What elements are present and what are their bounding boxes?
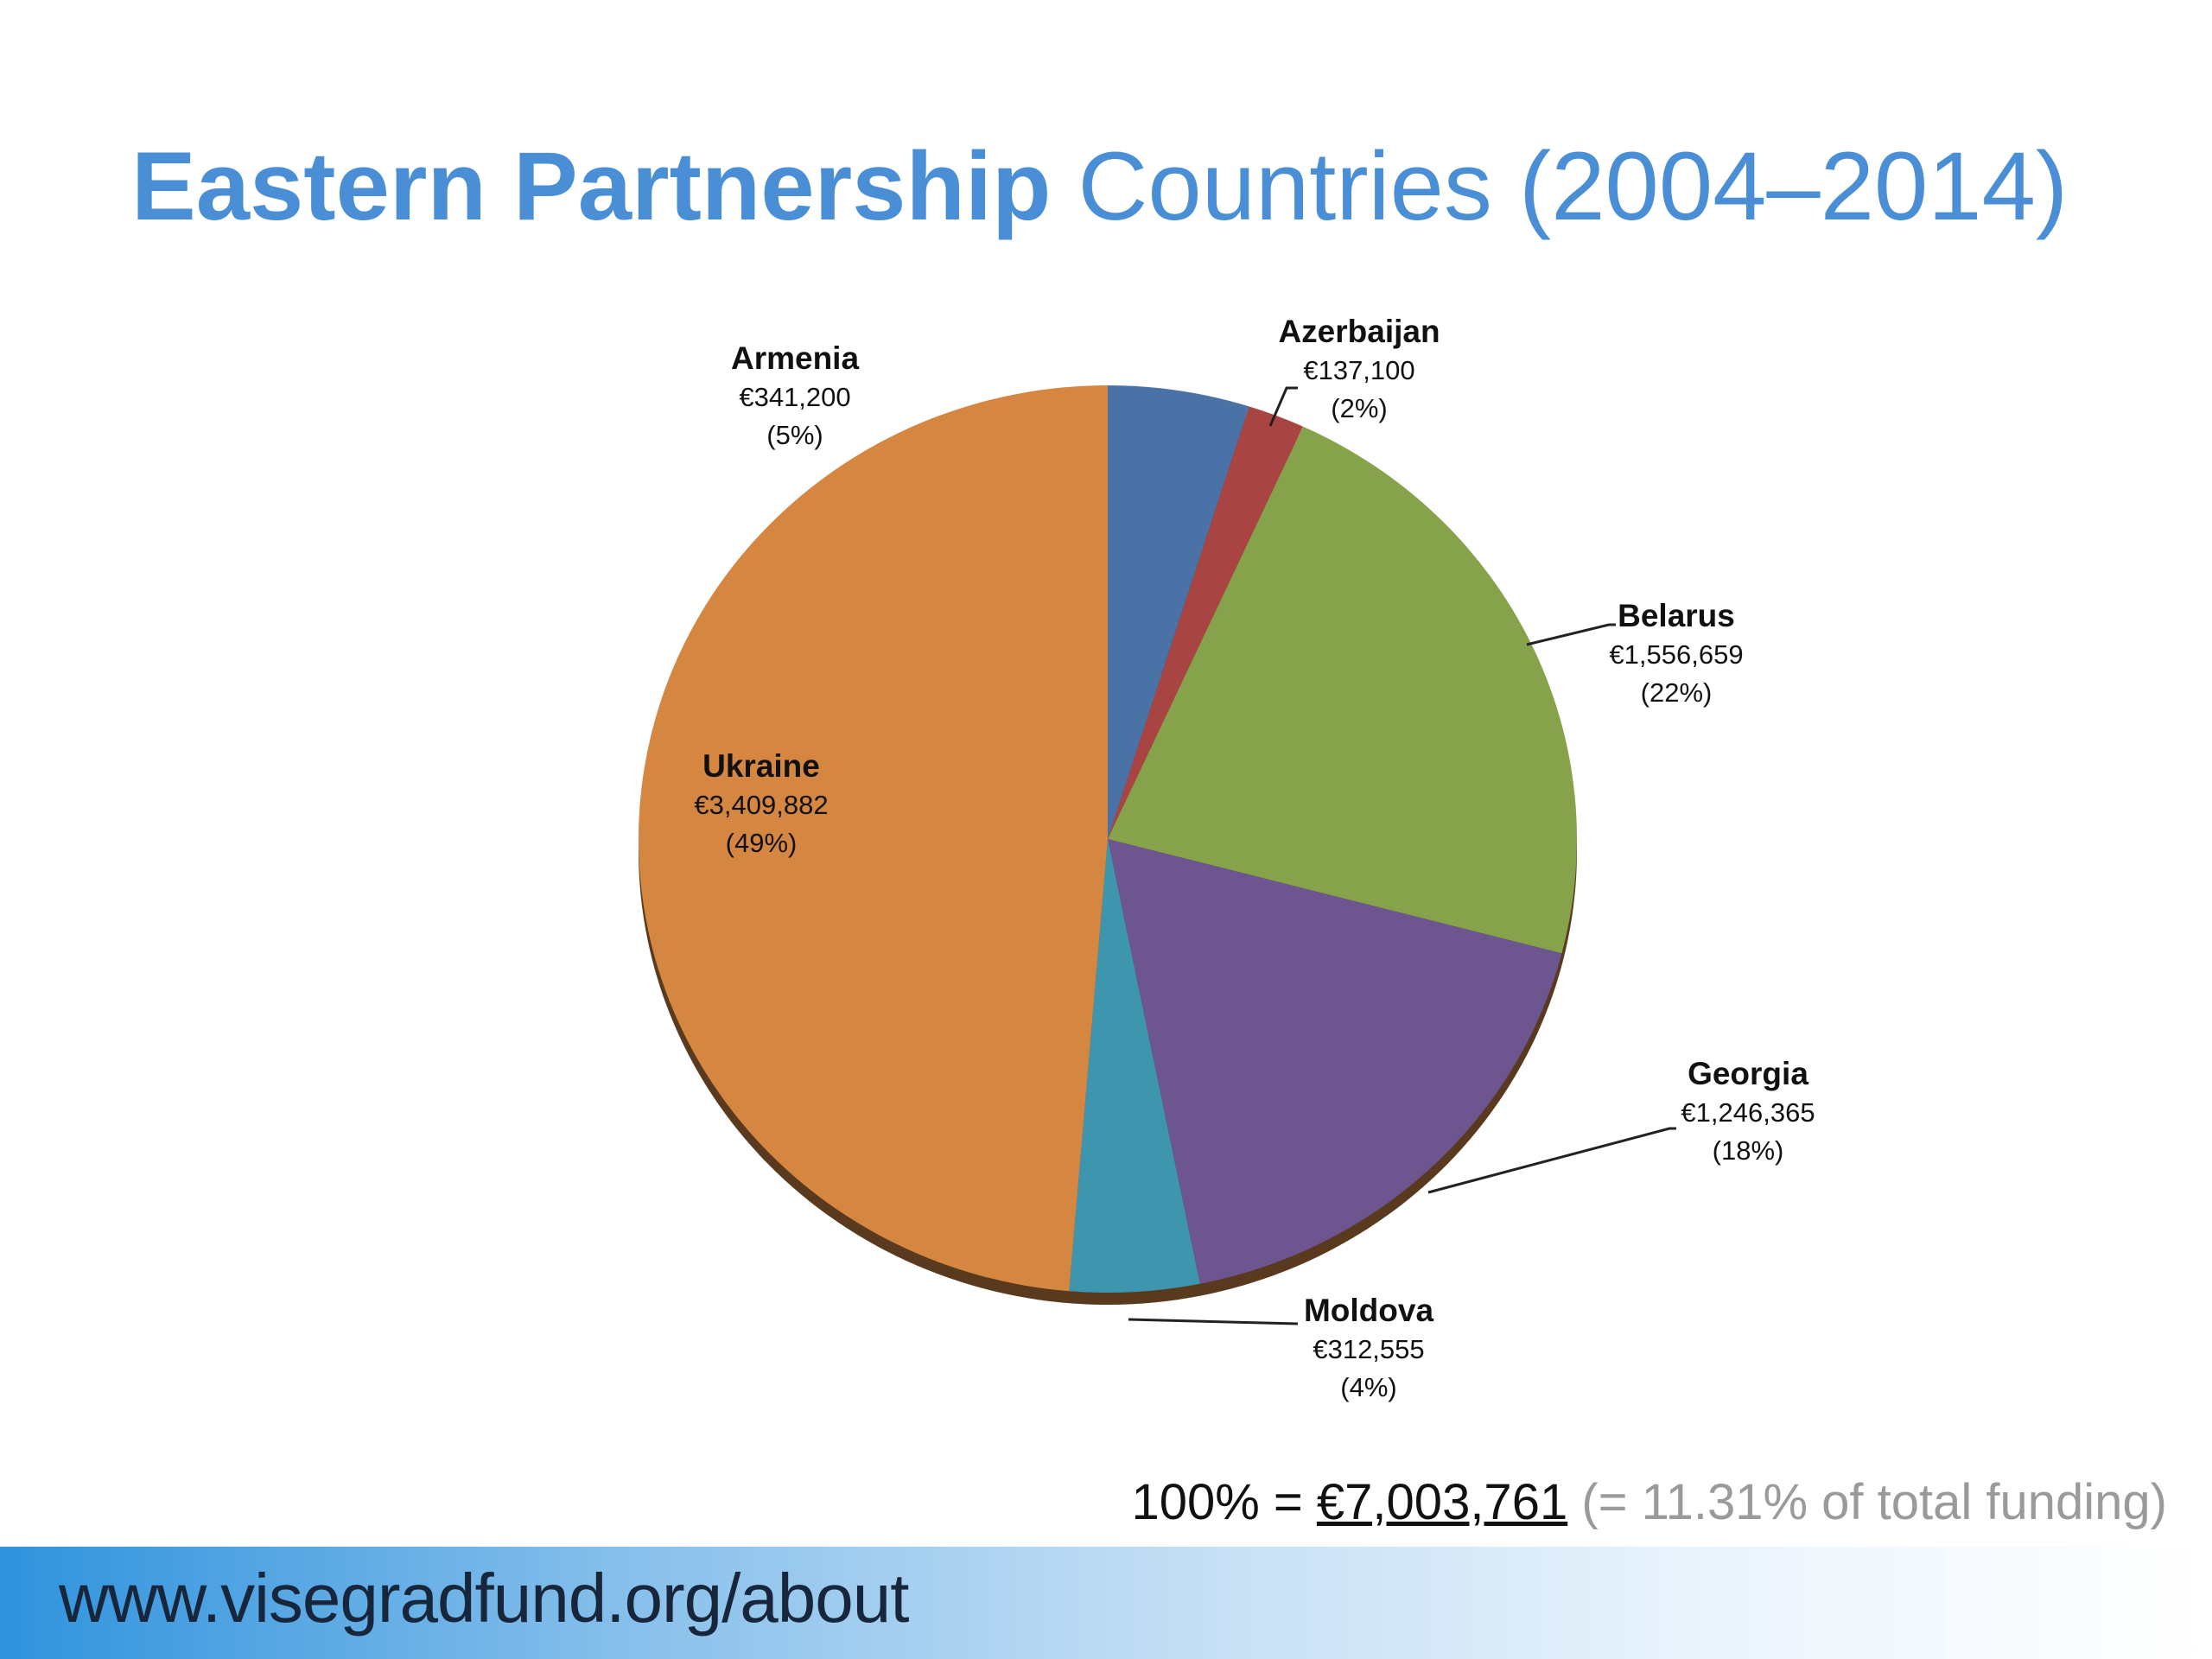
pie-slice-armenia (1108, 385, 1249, 839)
label-georgia: Georgia €1,246,365 (18%) (1681, 1056, 1815, 1166)
footer-bar: www.visegradfund.org/about (0, 1547, 2212, 1659)
label-belarus: Belarus €1,556,659 (22%) (1609, 598, 1744, 708)
leader-azerbaijan (1268, 386, 1298, 427)
footer-url[interactable]: www.visegradfund.org/about (59, 1560, 909, 1637)
pie-slice-azerbaijan (1108, 406, 1303, 839)
pie-slice-georgia (1108, 839, 1562, 1284)
leader-belarus (1526, 623, 1616, 646)
total-summary: 100% = €7,003,761 (= 11.31% of total fun… (1131, 1473, 2167, 1531)
label-ukraine: Ukraine €3,409,882 (49%) (694, 748, 829, 858)
label-armenia: Armenia €341,200 (5%) (730, 340, 860, 450)
pie-slice-ukraine (639, 385, 1108, 1292)
leader-moldova (1128, 1318, 1299, 1325)
total-prefix: 100% = (1131, 1474, 1303, 1530)
total-note: (= 11.31% of total funding) (1581, 1474, 2167, 1530)
label-azerbaijan: Azerbaijan €137,100 (2%) (1278, 314, 1440, 423)
page-title: Eastern Partnership Countries (2004–2014… (131, 138, 2068, 235)
leader-georgia (1427, 1127, 1676, 1194)
pie-slice-belarus (1108, 426, 1578, 954)
label-moldova: Moldova €312,555 (4%) (1303, 1293, 1434, 1402)
title-rest: Countries (2004–2014) (1077, 132, 2069, 240)
title-bold: Eastern Partnership (131, 132, 1052, 240)
pie-slice-moldova (1069, 839, 1200, 1293)
total-amount: €7,003,761 (1316, 1474, 1568, 1530)
